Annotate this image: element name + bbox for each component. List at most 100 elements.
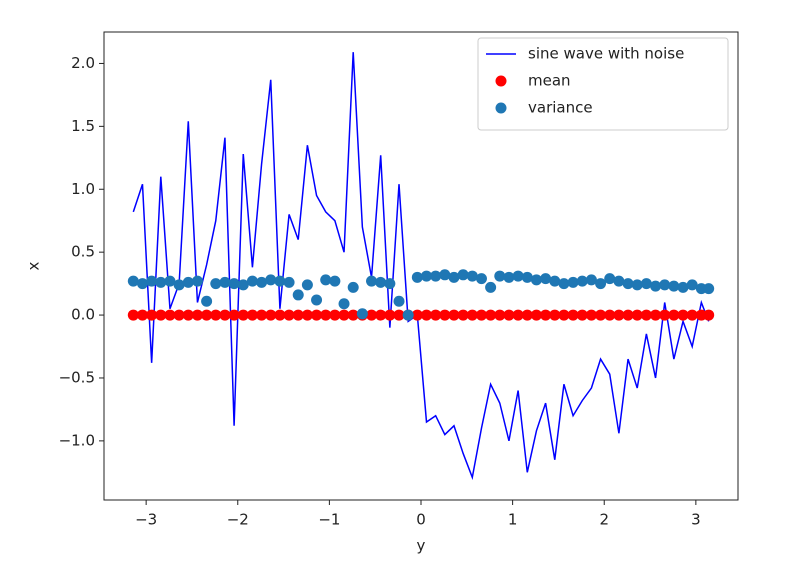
scatter-point [182, 309, 194, 321]
scatter-point [585, 274, 597, 286]
scatter-point [164, 309, 176, 321]
scatter-point [485, 281, 497, 293]
scatter-point [219, 276, 231, 288]
x-tick-label: 3 [691, 511, 701, 529]
x-tick-label: −3 [135, 511, 157, 529]
scatter-point [356, 308, 368, 320]
scatter-point [475, 273, 487, 285]
scatter-point [558, 278, 570, 290]
scatter-point [631, 309, 643, 321]
scatter-point [311, 294, 323, 306]
scatter-point [274, 275, 286, 287]
scatter-point [457, 309, 469, 321]
scatter-point [329, 275, 341, 287]
scatter-point [265, 309, 277, 321]
scatter-point [567, 309, 579, 321]
scatter-point [393, 309, 405, 321]
scatter-point [228, 309, 240, 321]
scatter-point [439, 269, 451, 281]
scatter-point [146, 309, 158, 321]
scatter-point [613, 275, 625, 287]
scatter-point [210, 309, 222, 321]
scatter-point [420, 309, 432, 321]
y-tick-label: 0.5 [71, 243, 95, 261]
scatter-point [585, 309, 597, 321]
scatter-point [311, 309, 323, 321]
scatter-point [347, 281, 359, 293]
scatter-point [677, 281, 689, 293]
scatter-point [430, 309, 442, 321]
x-tick-label: 0 [416, 511, 426, 529]
scatter-point [549, 275, 561, 287]
scatter-point [265, 274, 277, 286]
scatter-point [521, 271, 533, 283]
scatter-point [191, 309, 203, 321]
scatter-point [375, 276, 387, 288]
y-tick-label: 1.5 [71, 117, 95, 135]
scatter-point [301, 309, 313, 321]
scatter-point [173, 309, 185, 321]
scatter-point [540, 273, 552, 285]
scatter-point [530, 309, 542, 321]
scatter-point [338, 298, 350, 310]
scatter-point [448, 309, 460, 321]
scatter-point [521, 309, 533, 321]
scatter-point [494, 270, 506, 282]
scatter-point [439, 309, 451, 321]
y-tick-label: −1.0 [59, 431, 95, 449]
scatter-point [686, 309, 698, 321]
scatter-point [420, 270, 432, 282]
scatter-point [329, 309, 341, 321]
scatter-point [210, 278, 222, 290]
y-tick-label: 0.0 [71, 306, 95, 324]
scatter-point [292, 289, 304, 301]
scatter-point [201, 295, 213, 307]
scatter-point [595, 278, 607, 290]
scatter-point [127, 275, 139, 287]
scatter-point [283, 276, 295, 288]
scatter-point [512, 309, 524, 321]
scatter-point [320, 274, 332, 286]
scatter-point [146, 275, 158, 287]
y-tick-label: 1.0 [71, 180, 95, 198]
scatter-point [375, 309, 387, 321]
scatter-point [677, 309, 689, 321]
scatter-point [430, 270, 442, 282]
scatter-point [283, 309, 295, 321]
scatter-point [659, 309, 671, 321]
legend-label: variance [528, 99, 593, 117]
scatter-point [155, 309, 167, 321]
x-tick-label: 1 [508, 511, 518, 529]
scatter-point [448, 271, 460, 283]
scatter-point [576, 309, 588, 321]
scatter-point [366, 275, 378, 287]
scatter-point [466, 270, 478, 282]
scatter-point [136, 309, 148, 321]
scatter-point [613, 309, 625, 321]
legend-label: sine wave with noise [528, 45, 684, 63]
scatter-point [237, 309, 249, 321]
scatter-point [411, 309, 423, 321]
scatter-point [347, 309, 359, 321]
scatter-point [622, 309, 634, 321]
scatter-point [494, 309, 506, 321]
scatter-point [457, 269, 469, 281]
x-tick-label: −2 [227, 511, 249, 529]
scatter-point [256, 309, 268, 321]
scatter-point [466, 309, 478, 321]
scatter-point [366, 309, 378, 321]
scatter-point [567, 276, 579, 288]
scatter-point [274, 309, 286, 321]
scatter-point [246, 309, 258, 321]
scatter-point [668, 309, 680, 321]
scatter-point [320, 309, 332, 321]
y-axis-label: x [25, 261, 43, 270]
scatter-point [402, 309, 414, 321]
scatter-point [503, 309, 515, 321]
x-tick-label: 2 [599, 511, 609, 529]
scatter-point [173, 279, 185, 291]
scatter-point [540, 309, 552, 321]
scatter-point [640, 278, 652, 290]
scatter-point [182, 276, 194, 288]
scatter-point [301, 279, 313, 291]
